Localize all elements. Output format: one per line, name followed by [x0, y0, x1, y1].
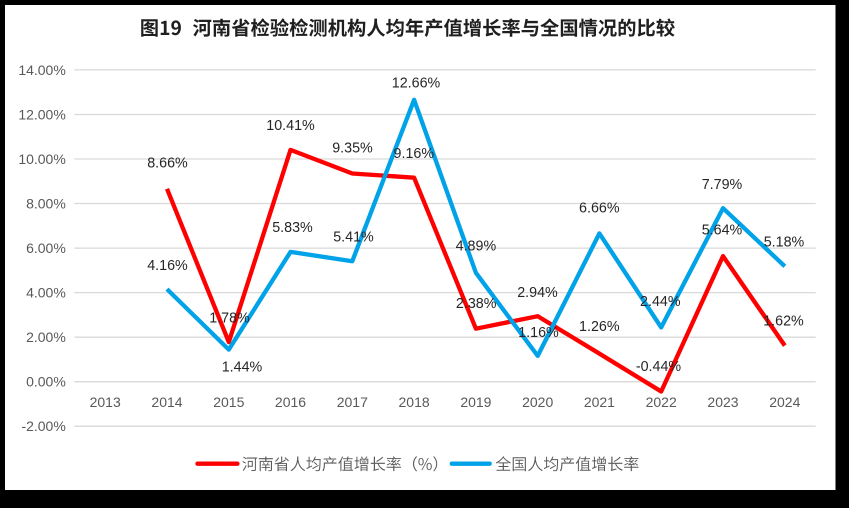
svg-text:-2.00%: -2.00%: [21, 418, 65, 434]
svg-text:1.62%: 1.62%: [763, 314, 804, 330]
svg-text:9.16%: 9.16%: [394, 146, 435, 162]
svg-text:2021: 2021: [584, 394, 615, 410]
svg-text:2019: 2019: [460, 394, 491, 410]
svg-text:4.00%: 4.00%: [26, 285, 66, 301]
svg-text:2.94%: 2.94%: [517, 285, 558, 301]
svg-text:5.83%: 5.83%: [272, 220, 313, 236]
svg-text:1.26%: 1.26%: [579, 319, 620, 335]
svg-text:2022: 2022: [646, 394, 677, 410]
svg-text:8.00%: 8.00%: [26, 196, 66, 212]
svg-text:2018: 2018: [399, 394, 430, 410]
svg-text:5.64%: 5.64%: [702, 223, 743, 239]
svg-text:0.00%: 0.00%: [26, 374, 66, 390]
svg-text:1.16%: 1.16%: [518, 325, 559, 341]
svg-text:10.41%: 10.41%: [266, 118, 315, 134]
svg-text:1.44%: 1.44%: [222, 360, 263, 376]
svg-text:12.66%: 12.66%: [392, 75, 441, 91]
svg-text:6.00%: 6.00%: [26, 240, 66, 256]
svg-text:1.78%: 1.78%: [209, 310, 250, 326]
svg-text:8.66%: 8.66%: [147, 156, 188, 172]
svg-text:9.35%: 9.35%: [332, 141, 373, 157]
svg-text:2017: 2017: [337, 394, 368, 410]
svg-text:2014: 2014: [151, 394, 182, 410]
svg-text:2013: 2013: [90, 394, 121, 410]
svg-text:10.00%: 10.00%: [18, 151, 65, 167]
svg-text:2020: 2020: [522, 394, 553, 410]
svg-text:5.41%: 5.41%: [333, 229, 374, 245]
svg-text:5.18%: 5.18%: [764, 235, 805, 251]
svg-text:2.00%: 2.00%: [26, 329, 66, 345]
svg-text:4.16%: 4.16%: [147, 258, 188, 274]
svg-text:14.00%: 14.00%: [18, 62, 65, 78]
svg-text:2024: 2024: [769, 394, 800, 410]
svg-text:12.00%: 12.00%: [18, 107, 65, 123]
svg-text:2.38%: 2.38%: [456, 296, 497, 312]
svg-text:4.89%: 4.89%: [456, 239, 497, 255]
svg-text:2016: 2016: [275, 394, 306, 410]
svg-text:2015: 2015: [213, 394, 244, 410]
svg-text:7.79%: 7.79%: [702, 177, 743, 193]
svg-text:6.66%: 6.66%: [579, 201, 620, 217]
svg-text:-0.44%: -0.44%: [636, 359, 682, 375]
svg-text:2.44%: 2.44%: [640, 294, 681, 310]
svg-text:2023: 2023: [707, 394, 738, 410]
